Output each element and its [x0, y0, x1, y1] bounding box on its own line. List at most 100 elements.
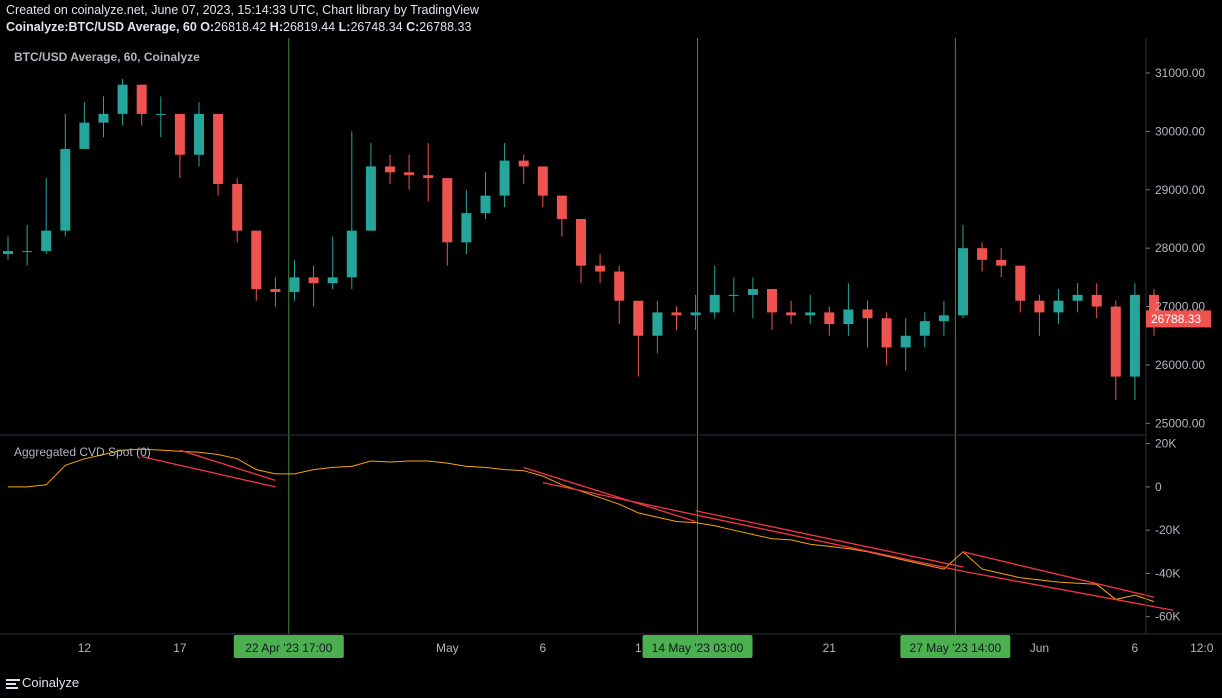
- trendline: [962, 570, 1174, 611]
- date-badge: [900, 635, 1011, 658]
- candle-body: [824, 312, 835, 325]
- candle-body: [136, 84, 147, 114]
- vertical-markers: [288, 38, 956, 634]
- candle-body: [652, 312, 663, 336]
- date-badge: [233, 635, 344, 658]
- time-tick-label: 21: [823, 641, 837, 655]
- date-badge-label: 22 Apr '23 17:00: [245, 641, 332, 655]
- candle-body: [938, 315, 949, 322]
- candle-body: [786, 312, 797, 316]
- candle-body: [461, 213, 472, 243]
- candle-body: [709, 294, 720, 313]
- price-tick-label: 29000.00: [1155, 183, 1205, 197]
- last-price-badge-bg: [1146, 310, 1211, 328]
- candle-body: [862, 309, 873, 319]
- candle-body: [327, 277, 338, 284]
- trendline: [695, 510, 964, 568]
- candle-body: [996, 259, 1007, 266]
- time-axis[interactable]: 121712:00May6121Jun612:022 Apr '23 17:00…: [78, 635, 1214, 658]
- candle-body: [423, 175, 434, 179]
- candle-body: [747, 289, 758, 295]
- cvd-tick-label: -40K: [1155, 566, 1180, 580]
- high-value: 26819.44: [283, 20, 336, 34]
- cvd-tick-label: 0: [1155, 480, 1162, 494]
- cvd-axis[interactable]: 20K 0 -20K -40K -60K: [1146, 437, 1180, 624]
- price-tick-label: 26000.00: [1155, 358, 1205, 372]
- ohlc-line: Coinalyze:BTC/USD Average, 60 O:26818.42…: [6, 20, 471, 34]
- candle-body: [671, 312, 682, 316]
- candle-body: [1149, 294, 1159, 319]
- date-badge-label: 27 May '23 14:00: [910, 641, 1002, 655]
- candle-body: [690, 312, 701, 316]
- candle-body: [22, 251, 33, 253]
- candle-body: [213, 113, 224, 184]
- time-tick-label: May: [436, 641, 459, 655]
- candle-body: [1129, 294, 1140, 377]
- hamburger-icon: [6, 677, 20, 691]
- last-price-value: 26788.33: [1151, 312, 1201, 326]
- time-tick-label: 1: [635, 641, 642, 655]
- chart-header: Created on coinalyze.net, June 07, 2023,…: [0, 0, 1222, 38]
- candle-body: [41, 230, 52, 252]
- price-tick-label: 28000.00: [1155, 241, 1205, 255]
- candle-body: [1015, 265, 1026, 301]
- chart-footer: Coinalyze: [0, 670, 1222, 698]
- candle-body: [614, 271, 625, 301]
- candle-body: [308, 277, 319, 284]
- trendline: [542, 481, 964, 572]
- candle-body: [3, 251, 13, 255]
- candle-body: [843, 309, 854, 325]
- candle-body: [289, 277, 300, 292]
- candle-body: [98, 113, 109, 123]
- trendline: [141, 455, 276, 488]
- candle-body: [442, 178, 453, 243]
- candle-body: [576, 218, 586, 266]
- candle-body: [767, 289, 777, 313]
- candle-body: [633, 300, 644, 336]
- cvd-tick-label: -60K: [1155, 610, 1180, 624]
- date-badge-label: 14 May '23 03:00: [652, 641, 744, 655]
- time-tick-label: 12:0: [1190, 641, 1214, 655]
- open-label: O:: [200, 20, 215, 34]
- candle-body: [537, 166, 548, 196]
- candle-body: [174, 113, 185, 155]
- candle-body: [270, 289, 281, 292]
- created-line: Created on coinalyze.net, June 07, 2023,…: [6, 3, 479, 17]
- cvd-tick-label: -20K: [1155, 523, 1180, 537]
- price-candles[interactable]: [3, 78, 1159, 400]
- trendline: [962, 551, 1155, 598]
- candle-body: [595, 265, 606, 272]
- time-tick-label: 17: [173, 641, 187, 655]
- candle-body: [556, 195, 567, 219]
- coinalyze-logo[interactable]: Coinalyze: [6, 675, 79, 691]
- cvd-pane-title: Aggregated CVD Spot (0): [14, 445, 151, 459]
- price-tick-label: 31000.00: [1155, 66, 1205, 80]
- candle-body: [1091, 294, 1102, 307]
- date-badge: [642, 635, 753, 658]
- close-value: 26788.33: [419, 20, 472, 34]
- candle-body: [385, 166, 395, 173]
- last-price-badge: 26788.33: [1146, 310, 1211, 328]
- high-label: H:: [269, 20, 283, 34]
- candle-body: [60, 148, 71, 231]
- candle-body: [900, 335, 911, 348]
- trendline: [523, 466, 696, 523]
- chart-canvas[interactable]: 31000.00 30000.00 29000.00 28000.00 27000.00…: [0, 38, 1222, 670]
- trendline: [179, 449, 276, 482]
- price-axis[interactable]: 31000.00 30000.00 29000.00 28000.00 27000.00…: [1146, 66, 1205, 430]
- candle-body: [155, 113, 166, 115]
- candle-body: [365, 166, 376, 231]
- candle-body: [79, 122, 90, 149]
- cvd-tick-label: 20K: [1155, 437, 1176, 451]
- price-tick-label: 30000.00: [1155, 124, 1205, 138]
- candle-body: [518, 160, 529, 167]
- candle-body: [728, 294, 739, 296]
- candle-body: [232, 183, 243, 231]
- candle-body: [958, 248, 968, 316]
- candle-body: [919, 321, 930, 336]
- candle-body: [805, 312, 816, 316]
- candle-body: [480, 195, 491, 214]
- candle-body: [499, 160, 510, 196]
- candle-body: [977, 248, 988, 260]
- candle-body: [1072, 294, 1083, 301]
